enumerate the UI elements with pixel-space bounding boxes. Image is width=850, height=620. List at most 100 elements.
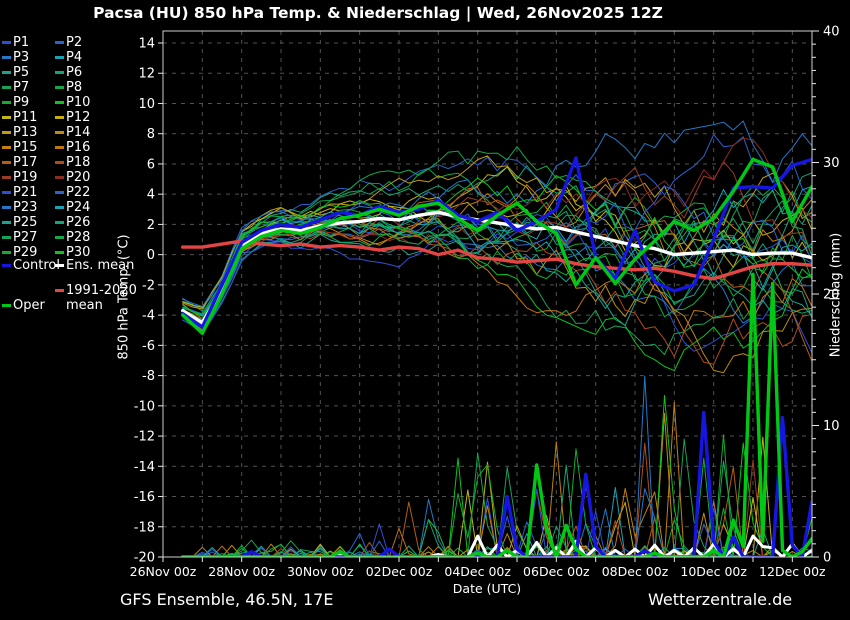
temp-tick-label: -16 <box>134 490 155 505</box>
legend-color-swatch <box>2 146 11 149</box>
legend-color-swatch <box>2 236 11 239</box>
legend-color-swatch <box>2 221 11 224</box>
legend-item-p28: P28 <box>55 230 90 245</box>
legend-item-p11: P11 <box>2 110 37 125</box>
legend-color-swatch <box>2 101 11 104</box>
legend-color-swatch <box>55 251 64 254</box>
legend-color-swatch <box>2 206 11 209</box>
legend-item-p19: P19 <box>2 170 37 185</box>
temp-tick-label: -4 <box>142 309 155 324</box>
precip-tick-label: 20 <box>823 288 840 303</box>
legend-color-swatch <box>2 86 11 89</box>
legend-item-label: P27 <box>13 230 38 245</box>
legend-item-label: P30 <box>66 245 91 260</box>
member-temp-line-P26 <box>182 201 812 321</box>
temp-tick-label: 6 <box>147 157 155 172</box>
member-temp-line-P13 <box>182 155 812 310</box>
legend-color-swatch <box>55 206 64 209</box>
chart-title: Pacsa (HU) 850 hPa Temp. & Niederschlag … <box>93 4 663 22</box>
legend-item-p26: P26 <box>55 215 90 230</box>
right-axis-title: Niederschlag (mm) <box>828 232 844 358</box>
legend-item-climate-mean: 1991-2020 mean <box>55 283 146 313</box>
control-precip-line <box>180 410 812 557</box>
legend-item-label: P12 <box>66 110 91 125</box>
member-temp-line-P23 <box>182 120 812 307</box>
legend-item-p21: P21 <box>2 185 37 200</box>
legend-item-label: P9 <box>13 95 30 110</box>
member-temp-line-P30 <box>182 175 812 317</box>
legend-item-p6: P6 <box>55 65 82 80</box>
legend-color-swatch <box>55 289 64 292</box>
plot-frame <box>162 30 813 558</box>
legend-color-swatch <box>55 116 64 119</box>
legend: P1 P2 P3 P4 P5 P6 P7 P8 P9 P10 P11 P12 P13 P14 P15 P16 P… <box>2 0 152 330</box>
legend-color-swatch <box>2 251 11 254</box>
legend-item-p8: P8 <box>55 80 82 95</box>
legend-item-p15: P15 <box>2 140 37 155</box>
legend-item-control: Control <box>2 258 60 273</box>
legend-item-p27: P27 <box>2 230 37 245</box>
member-precip-line-P15 <box>182 401 812 557</box>
member-precip-line-P13 <box>182 525 812 557</box>
member-temp-line-P3 <box>182 221 812 330</box>
legend-item-label: P2 <box>66 35 83 50</box>
legend-item-p12: P12 <box>55 110 90 125</box>
legend-color-swatch <box>55 176 64 179</box>
legend-item-label: P11 <box>13 110 38 125</box>
legend-color-swatch <box>55 191 64 194</box>
legend-item-p14: P14 <box>55 125 90 140</box>
legend-item-p18: P18 <box>55 155 90 170</box>
member-precip-line-P2 <box>182 515 812 557</box>
member-temp-line-P5 <box>182 233 812 322</box>
legend-item-label: P24 <box>66 200 91 215</box>
legend-item-label: Oper <box>13 298 45 313</box>
legend-item-p1: P1 <box>2 35 29 50</box>
legend-item-label: P15 <box>13 140 38 155</box>
legend-item-p7: P7 <box>2 80 29 95</box>
legend-item-p10: P10 <box>55 95 90 110</box>
legend-color-swatch <box>55 146 64 149</box>
legend-color-swatch <box>2 161 11 164</box>
temp-tick-label: 8 <box>147 127 155 142</box>
legend-item-p4: P4 <box>55 50 82 65</box>
member-temp-line-P27 <box>182 200 812 325</box>
legend-item-p16: P16 <box>55 140 90 155</box>
temp-tick-label: 10 <box>138 97 155 112</box>
legend-item-label: P22 <box>66 185 91 200</box>
legend-item-p23: P23 <box>2 200 37 215</box>
gridlines <box>163 31 812 557</box>
member-temp-line-P28 <box>182 146 812 315</box>
left-axis-title: 850 hPa Temp. (°C) <box>116 234 132 360</box>
legend-item-label: P13 <box>13 125 38 140</box>
legend-item-label: P25 <box>13 215 38 230</box>
member-precip-line-P30 <box>182 395 812 557</box>
legend-item-label: P8 <box>66 80 83 95</box>
x-tick-label: 08Dec 00z <box>602 564 669 579</box>
temp-tick-label: -12 <box>134 430 155 445</box>
precip-tick-label: 40 <box>823 25 840 40</box>
x-tick-label: 26Nov 00z <box>130 564 197 579</box>
legend-item-label: 1991-2020 mean <box>66 283 137 313</box>
legend-color-swatch <box>2 176 11 179</box>
oper-temp-line <box>180 157 812 335</box>
legend-item-label: P16 <box>66 140 91 155</box>
footer-watermark: Wetterzentrale.de <box>648 590 793 609</box>
legend-color-swatch <box>55 161 64 164</box>
legend-color-swatch <box>2 191 11 194</box>
legend-color-swatch <box>2 116 11 119</box>
legend-color-swatch <box>55 71 64 74</box>
member-temp-line-P10 <box>182 214 812 372</box>
legend-color-swatch <box>55 221 64 224</box>
temp-tick-label: -6 <box>142 339 155 354</box>
legend-item-p20: P20 <box>55 170 90 185</box>
legend-item-label: P20 <box>66 170 91 185</box>
temp-tick-label: 2 <box>147 218 155 233</box>
legend-color-swatch <box>2 264 11 267</box>
x-tick-label: 10Dec 00z <box>680 564 747 579</box>
legend-item-label: P21 <box>13 185 38 200</box>
legend-item-p17: P17 <box>2 155 37 170</box>
legend-item-label: P18 <box>66 155 91 170</box>
temp-tick-label: 14 <box>138 37 155 52</box>
